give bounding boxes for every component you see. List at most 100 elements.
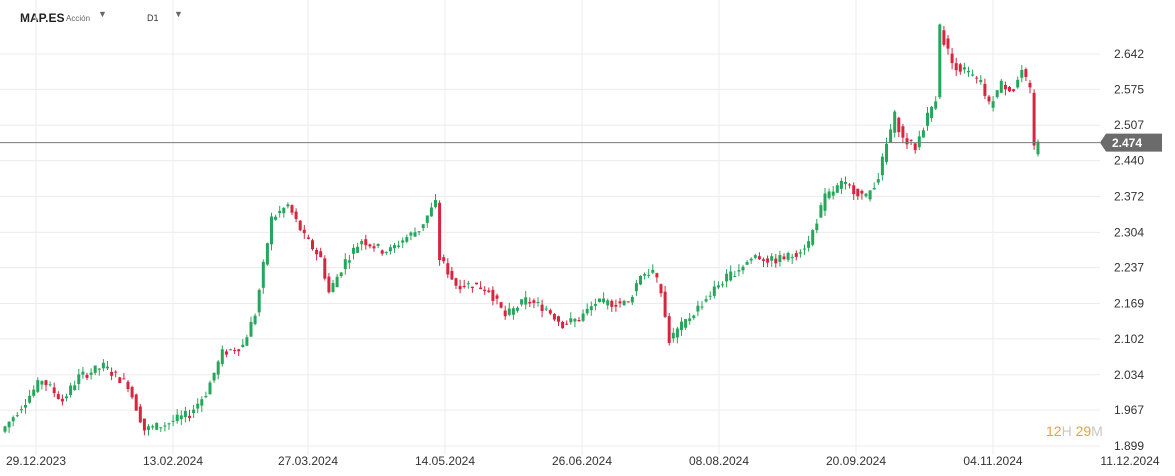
- candle: [942, 25, 946, 47]
- candle: [835, 183, 839, 193]
- candle: [1008, 85, 1011, 93]
- candle: [1032, 89, 1036, 150]
- candle: [663, 285, 667, 318]
- candle: [786, 251, 790, 262]
- instrument-type-label: Acción: [66, 14, 91, 23]
- candle: [380, 249, 384, 256]
- candle: [462, 279, 466, 289]
- candle: [634, 279, 638, 297]
- x-tick-label: 13.02.2024: [143, 454, 203, 468]
- candle: [434, 194, 437, 209]
- candle: [516, 306, 519, 313]
- candle: [331, 279, 335, 293]
- candle: [364, 234, 368, 250]
- candle: [762, 257, 765, 267]
- y-tick-label: 2.642: [1114, 47, 1144, 61]
- candle: [848, 182, 852, 189]
- candle: [741, 264, 745, 275]
- candle: [147, 424, 150, 436]
- candle: [499, 302, 503, 309]
- candle: [852, 182, 856, 201]
- y-tick-label: 2.372: [1114, 189, 1144, 203]
- candle: [745, 260, 749, 266]
- candle: [708, 291, 712, 301]
- candle: [889, 124, 893, 143]
- candle: [32, 385, 36, 398]
- candle: [106, 360, 109, 370]
- candle: [926, 107, 929, 131]
- candle: [938, 23, 942, 100]
- candle: [675, 326, 679, 344]
- candle: [544, 305, 548, 312]
- candle: [352, 244, 355, 260]
- candle: [40, 380, 44, 390]
- symbol-dropdown-caret-icon[interactable]: ▼: [98, 9, 107, 19]
- candle: [967, 66, 970, 77]
- candle: [241, 339, 245, 348]
- candle: [1012, 88, 1016, 93]
- candle: [265, 242, 269, 266]
- y-tick-label: 2.440: [1114, 154, 1144, 168]
- candle: [688, 312, 692, 325]
- candle: [393, 242, 396, 253]
- candle: [639, 275, 642, 286]
- candle: [827, 188, 831, 200]
- candle: [401, 237, 405, 249]
- candle: [655, 272, 659, 283]
- candle: [446, 258, 450, 279]
- candle: [778, 250, 782, 267]
- candle: [569, 312, 573, 325]
- candle: [237, 348, 241, 356]
- symbol-label[interactable]: MAP.ES: [20, 11, 65, 25]
- candle: [831, 186, 835, 200]
- candle: [60, 394, 64, 406]
- candle: [130, 385, 134, 400]
- candle: [442, 254, 446, 264]
- candle: [557, 315, 560, 327]
- current-price-label: 2.474: [1112, 136, 1142, 150]
- candle: [229, 348, 232, 351]
- candle: [52, 382, 56, 398]
- candle: [987, 95, 991, 105]
- candle: [766, 255, 770, 268]
- candle: [507, 302, 511, 317]
- candle: [671, 327, 675, 343]
- candle: [815, 218, 819, 234]
- candle: [712, 280, 716, 299]
- candle: [704, 295, 708, 303]
- candle: [270, 212, 273, 251]
- candle: [69, 382, 73, 398]
- candle: [458, 279, 462, 294]
- candle: [167, 422, 171, 430]
- candle: [483, 286, 487, 295]
- candle: [368, 243, 372, 249]
- candle: [311, 238, 314, 251]
- candle: [684, 318, 688, 330]
- candle: [196, 398, 200, 414]
- candle: [839, 177, 843, 195]
- candle: [384, 251, 388, 255]
- candle: [114, 370, 118, 378]
- candle: [520, 299, 524, 307]
- candle: [844, 176, 847, 190]
- candle: [19, 405, 23, 414]
- candle: [643, 272, 647, 280]
- candle: [647, 268, 651, 279]
- candle: [540, 299, 544, 318]
- candle: [356, 242, 360, 254]
- candle: [757, 252, 761, 261]
- timeframe-label[interactable]: D1: [147, 13, 159, 23]
- candle: [290, 204, 294, 216]
- timeframe-dropdown-caret-icon[interactable]: ▼: [174, 9, 183, 19]
- candle: [487, 287, 491, 293]
- y-tick-label: 2.169: [1114, 297, 1144, 311]
- candle: [511, 306, 515, 320]
- candle: [372, 243, 376, 252]
- candle: [901, 124, 905, 144]
- candle: [151, 424, 155, 430]
- candle: [224, 349, 228, 358]
- candle: [913, 142, 917, 154]
- x-tick-label: 04.11.2024: [963, 454, 1022, 468]
- y-tick-label: 2.507: [1114, 118, 1144, 132]
